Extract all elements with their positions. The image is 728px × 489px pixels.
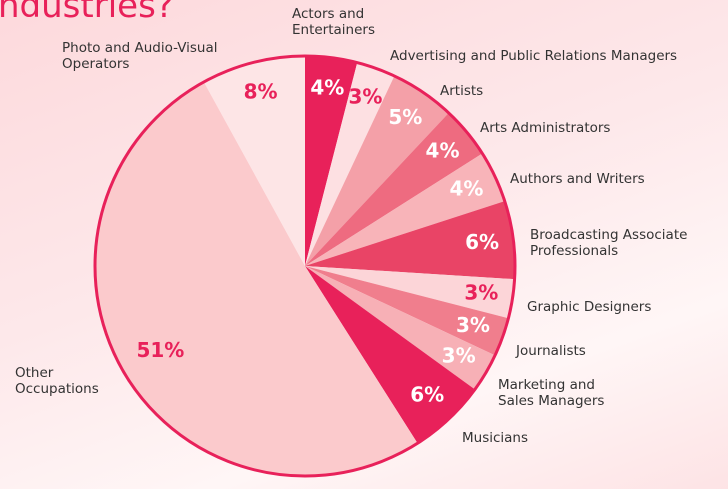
value-label: 3% [442,343,476,367]
pie-slice [95,81,418,476]
category-label: Broadcasting Associate Professionals [530,227,688,259]
chart-title: ndustries? [0,0,174,26]
category-label: Graphic Designers [527,299,652,315]
category-label: Authors and Writers [510,171,645,187]
pie-slice [305,153,505,266]
category-label: Journalists [516,343,586,359]
value-label: 5% [388,105,422,129]
category-label: Advertising and Public Relations Manager… [390,48,678,64]
pie-slice [305,266,515,319]
value-label: 51% [136,338,184,362]
pie-slice [203,56,305,266]
pie-slice [305,266,509,356]
value-label: 3% [464,280,498,304]
value-label: 4% [310,75,344,99]
category-label: Other Occupations [15,365,99,397]
pie-slice [305,62,395,267]
value-label: 3% [348,85,382,109]
pie-slice [305,266,475,444]
category-label: Actors and Entertainers [292,6,375,38]
category-label: Musicians [462,430,529,446]
value-label: 8% [244,80,278,104]
category-label: Photo and Audio-Visual Operators [62,40,218,72]
value-label: 4% [426,139,460,163]
value-label: 4% [450,176,484,200]
pie-slice [305,201,515,280]
category-label: Marketing and Sales Managers [498,377,605,409]
value-label: 6% [465,230,499,254]
value-label: 3% [456,313,490,337]
pie-slice [305,56,358,266]
pie-slice [305,75,449,266]
pie-slice [305,112,483,266]
pie-slice [305,266,496,390]
category-label: Arts Administrators [480,120,611,136]
pie-border [93,54,517,478]
value-label: 6% [410,383,444,407]
category-label: Artists [440,83,484,99]
